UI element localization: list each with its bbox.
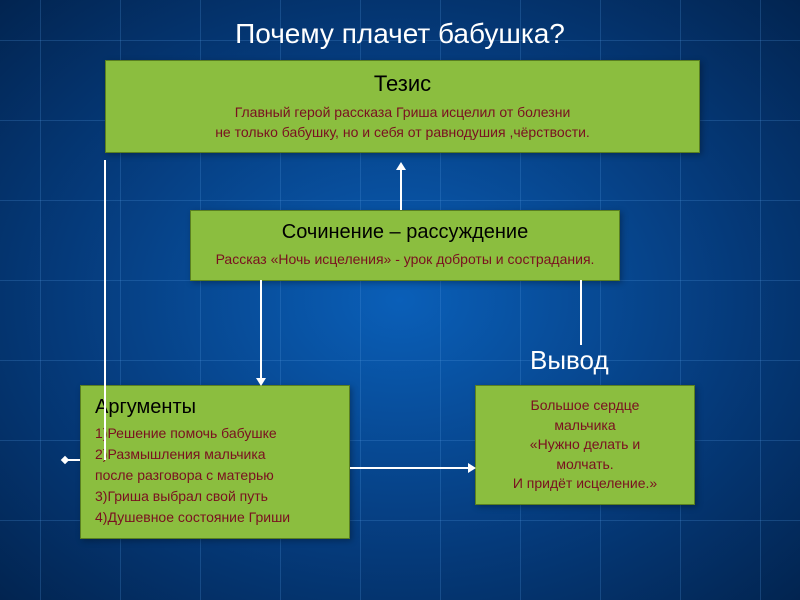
thesis-heading: Тезис xyxy=(120,71,685,97)
arguments-item4: 4)Душевное состояние Гриши xyxy=(95,507,335,528)
thesis-box: Тезис Главный герой рассказа Гриша исцел… xyxy=(105,60,700,153)
essay-text: Рассказ «Ночь исцеления» - урок доброты … xyxy=(205,250,605,270)
connector-essay-args-v xyxy=(260,280,262,380)
connector-essay-thesis xyxy=(400,168,402,210)
arrow-essay-args xyxy=(256,378,266,386)
arguments-heading: Аргументы xyxy=(95,396,335,419)
arguments-item1: 1)Решение помочь бабушке xyxy=(95,423,335,444)
arguments-item2: 2)Размышления мальчика xyxy=(95,444,335,465)
essay-heading: Сочинение – рассуждение xyxy=(205,221,605,244)
thesis-line1: Главный герой рассказа Гриша исцелил от … xyxy=(120,103,685,123)
essay-box: Сочинение – рассуждение Рассказ «Ночь ис… xyxy=(190,210,620,281)
arguments-box: Аргументы 1)Решение помочь бабушке 2)Раз… xyxy=(80,385,350,539)
arguments-item2b: после разговора с матерью xyxy=(95,465,335,486)
arrow-essay-thesis xyxy=(396,162,406,170)
arguments-item3: 3)Гриша выбрал свой путь xyxy=(95,486,335,507)
connector-args-concl xyxy=(350,467,470,469)
page-title: Почему плачет бабушка? xyxy=(0,18,800,50)
arrow-args-concl xyxy=(468,463,476,473)
thesis-line2: не только бабушку, но и себя от равнодуш… xyxy=(120,123,685,143)
conclusion-box: Большое сердце мальчика «Нужно делать и … xyxy=(475,385,695,505)
conclusion-line3: «Нужно делать и xyxy=(490,435,680,455)
conclusion-line4: молчать. xyxy=(490,455,680,475)
connector-thesis-left-v xyxy=(104,160,106,460)
conclusion-line2: мальчика xyxy=(490,416,680,436)
conclusion-line5: И придёт исцеление.» xyxy=(490,474,680,494)
conclusion-label: Вывод xyxy=(530,345,609,376)
connector-concl-up xyxy=(580,280,582,345)
conclusion-line1: Большое сердце xyxy=(490,396,680,416)
connector-left-h xyxy=(65,459,80,461)
